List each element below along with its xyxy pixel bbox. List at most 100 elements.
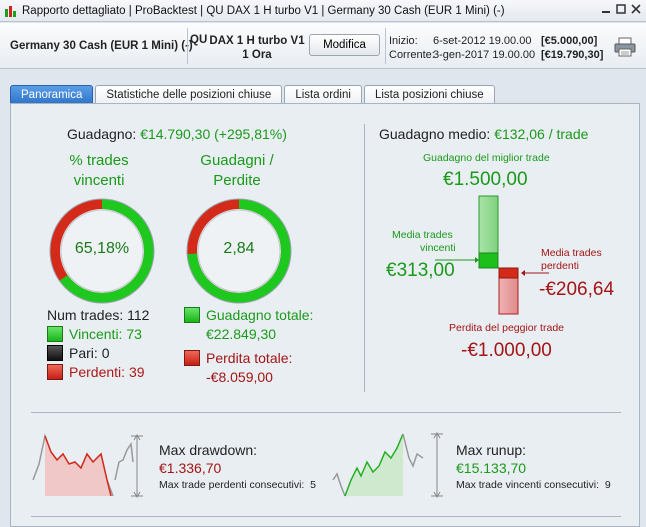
num-trades: Num trades: 112 <box>47 307 149 323</box>
even-value: 0 <box>101 345 110 361</box>
current-date: 3-gen-2017 19.00.00 <box>433 49 536 61</box>
losers-label: Perdenti: <box>69 364 126 380</box>
gain-loss-ring-rim <box>186 198 292 304</box>
average-gain-summary: Guadagno medio: €132,06 / trade <box>379 126 588 142</box>
header-separator <box>385 28 386 64</box>
report-tabs: Panoramica Statistiche delle posizioni c… <box>10 85 497 104</box>
runup-value: €15.133,70 <box>456 460 527 476</box>
runup-title: Max runup: <box>456 442 527 458</box>
gain-value: €14.790,30 (+295,81%) <box>140 126 287 142</box>
instrument-name: Germany 30 Cash (EUR 1 Mini) (-) <box>10 40 193 52</box>
gain-loss-ring-win-arc <box>187 199 291 303</box>
current-amount: [€19.790,30] <box>541 49 604 61</box>
winners-row: Vincenti: 73 <box>47 326 142 342</box>
even-label: Pari: <box>69 345 98 361</box>
section-divider <box>31 516 621 517</box>
ratio-title-line: Guadagni / <box>200 152 274 169</box>
gain-summary: Guadagno: €14.790,30 (+295,81%) <box>67 126 287 142</box>
worst-trade-value: -€1.000,00 <box>461 340 552 361</box>
gain-loss-ring <box>186 198 292 304</box>
strategy-prefix: QU <box>190 34 208 46</box>
gain-loss-ratio-value: 2,84 <box>223 240 255 257</box>
winners-label: Vincenti: <box>69 326 123 342</box>
max-consecutive-wins: Max trade vincenti consecutivi: 9 <box>456 479 611 491</box>
avg-win-value: €313,00 <box>386 260 455 281</box>
black-square-icon <box>47 345 63 361</box>
start-label: Inizio: <box>389 35 418 47</box>
avg-win-label-line: Media trades <box>392 229 453 241</box>
num-trades-value: 112 <box>127 307 150 323</box>
avg-loss-label: Media trades perdenti <box>541 247 602 273</box>
win-rate-ring-center <box>60 209 144 293</box>
total-loss-label: Perdita totale: <box>206 350 293 366</box>
losers-row: Perdenti: 39 <box>47 364 145 380</box>
drawdown-value: €1.336,70 <box>159 460 222 476</box>
win-rate-ring-rim <box>49 198 155 304</box>
tab-order-list[interactable]: Lista ordini <box>284 85 362 104</box>
num-trades-label: Num trades: <box>47 307 124 323</box>
avg-win-label: Media trades vincenti <box>392 229 456 255</box>
win-rate-value: 65,18% <box>74 240 130 257</box>
red-square-icon <box>184 350 200 366</box>
report-header: Germany 30 Cash (EUR 1 Mini) (-) QU DAX … <box>0 23 646 69</box>
header-separator <box>187 28 188 64</box>
window-titlebar: Rapporto dettagliato | ProBacktest | QU … <box>0 0 646 22</box>
avg-loss-value: -€206,64 <box>539 279 615 300</box>
best-trade-value: €1.500,00 <box>443 169 528 190</box>
current-label: Corrente: <box>389 49 435 61</box>
strategy-name: DAX 1 H turbo V1 1 Ora <box>207 34 307 62</box>
start-date: 6-set-2012 19.00.00 <box>433 35 532 47</box>
section-divider <box>364 124 365 392</box>
strategy-timeframe: 1 Ora <box>242 49 272 61</box>
drawdown-title: Max drawdown: <box>159 442 258 458</box>
tab-panoramica[interactable]: Panoramica <box>10 85 94 104</box>
minimize-icon[interactable] <box>598 3 614 18</box>
avg-win-label-line: vincenti <box>420 242 456 254</box>
avg-loss-label-line: perdenti <box>541 260 579 272</box>
tab-closed-positions-stats[interactable]: Statistiche delle posizioni chiuse <box>95 85 283 104</box>
date-range: Inizio: 6-set-2012 19.00.00 [€5.000,00] Co… <box>389 34 603 62</box>
red-square-icon <box>47 364 63 380</box>
start-amount: [€5.000,00] <box>541 35 598 47</box>
win-rate-title-line: % trades <box>69 152 129 169</box>
ratio-title-line: Perdite <box>213 172 261 189</box>
max-consecutive-losses-label: Max trade perdenti consecutivi: <box>159 479 305 491</box>
best-trade-label: Guadagno del miglior trade <box>423 152 550 164</box>
gain-label: Guadagno: <box>67 126 137 142</box>
green-square-icon <box>184 307 200 323</box>
win-rate-title-line: vincenti <box>73 172 125 189</box>
window-title: Rapporto dettagliato | ProBacktest | QU … <box>22 4 505 17</box>
close-icon[interactable] <box>628 3 644 18</box>
gain-loss-ring-center <box>197 209 281 293</box>
winners-value: 73 <box>126 326 142 342</box>
runup-chart <box>332 432 443 498</box>
maximize-icon[interactable] <box>613 3 629 18</box>
max-consecutive-wins-label: Max trade vincenti consecutivi: <box>456 479 599 491</box>
total-loss-value: -€8.059,00 <box>206 369 273 385</box>
win-rate-ring-win-arc <box>50 199 154 303</box>
strategy-name-line: DAX 1 H turbo V1 <box>209 35 305 47</box>
tab-closed-positions-list[interactable]: Lista posizioni chiuse <box>363 85 495 104</box>
green-square-icon <box>47 326 63 342</box>
candlestick-app-icon <box>4 4 18 18</box>
overview-panel: Guadagno: €14.790,30 (+295,81%) % trades… <box>10 103 640 527</box>
losers-value: 39 <box>128 364 145 380</box>
worst-trade-label: Perdita del peggior trade <box>449 322 564 334</box>
total-gain-label: Guadagno totale: <box>206 307 314 323</box>
avg-loss-label-line: Media trades <box>541 247 602 259</box>
even-row: Pari: 0 <box>47 345 109 361</box>
average-trade-bars <box>435 195 549 315</box>
max-consecutive-wins-value: 9 <box>604 479 611 491</box>
average-gain-label: Guadagno medio: <box>379 126 491 142</box>
modify-button[interactable]: Modifica <box>309 34 380 56</box>
section-divider <box>31 412 621 413</box>
max-consecutive-losses-value: 5 <box>310 479 317 491</box>
drawdown-chart <box>32 433 143 498</box>
win-rate-ring <box>49 198 155 304</box>
total-gain-value: €22.849,30 <box>206 326 277 342</box>
printer-icon[interactable] <box>614 37 636 57</box>
gain-loss-ratio-title: Guadagni / Perdite <box>187 151 287 191</box>
total-loss-row: Perdita totale: <box>184 350 292 366</box>
max-consecutive-losses: Max trade perdenti consecutivi: 5 <box>159 479 316 491</box>
win-rate-title: % trades vincenti <box>49 151 149 191</box>
